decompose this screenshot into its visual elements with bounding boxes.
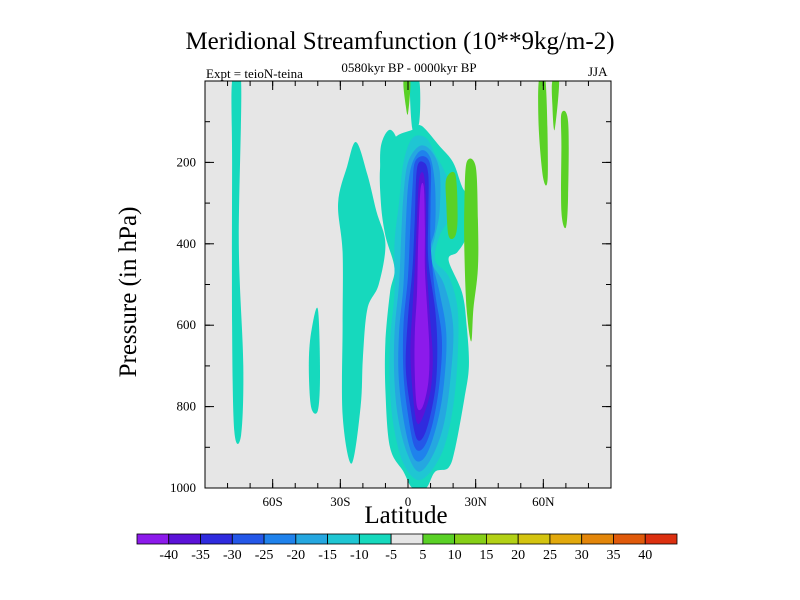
colorbar-label: 25 — [543, 548, 557, 563]
colorbar: -40 -35 -30 -25 -20 -15 -10 -5 5 10 15 20 25 30 35 40 — [136, 533, 678, 563]
x-tick-label: 30N — [464, 494, 487, 509]
contour-region — [409, 81, 421, 133]
x-axis-label: Latitude — [364, 502, 448, 529]
axis-ticks: 60S 30S 0 30N 60N 200 400 600 800 1000 — [170, 81, 611, 509]
colorbar-swatch — [136, 533, 170, 545]
colorbar-label: -35 — [191, 548, 210, 563]
colorbar-label: 30 — [575, 548, 589, 563]
contour-region — [538, 81, 548, 186]
colorbar-swatch — [327, 533, 360, 545]
y-tick-label: 400 — [177, 236, 197, 251]
chart-title: Meridional Streamfunction (10**9kg/m-2) — [185, 28, 615, 55]
colorbar-swatch — [549, 533, 583, 545]
contour-region — [338, 142, 386, 464]
colorbar-label: -25 — [255, 548, 274, 563]
colorbar-label: 5 — [419, 548, 426, 563]
chart-subtitle: 0580kyr BP - 0000kyr BP — [341, 60, 477, 75]
colorbar-label: -20 — [286, 548, 305, 563]
experiment-label: Expt = teioN-teina — [206, 66, 303, 81]
colorbar-label: 10 — [448, 548, 462, 563]
y-tick-label: 800 — [177, 399, 197, 414]
colorbar-swatch — [486, 533, 519, 545]
contour-region — [551, 81, 560, 131]
colorbar-swatch — [581, 533, 614, 545]
colorbar-label: -10 — [350, 548, 369, 563]
contour-region — [308, 307, 320, 414]
colorbar-swatch — [454, 533, 487, 545]
y-tick-label: 200 — [177, 154, 197, 169]
contour-region — [231, 81, 244, 444]
colorbar-swatch — [263, 533, 297, 545]
x-tick-label: 60N — [532, 494, 555, 509]
colorbar-swatch — [422, 533, 456, 545]
colorbar-swatch — [358, 533, 392, 545]
contour-region — [414, 182, 430, 411]
colorbar-swatch — [517, 533, 551, 545]
colorbar-label: -5 — [385, 548, 397, 563]
contour-layer — [231, 81, 569, 488]
contour-region — [403, 81, 411, 115]
x-tick-label: 30S — [330, 494, 350, 509]
y-tick-label: 600 — [177, 317, 197, 332]
contour-region — [445, 171, 458, 240]
season-label: JJA — [588, 64, 608, 79]
colorbar-label: 20 — [511, 548, 525, 563]
colorbar-label: 15 — [479, 548, 493, 563]
colorbar-swatch — [200, 533, 233, 545]
x-tick-label: 0 — [405, 494, 412, 509]
contour-region — [464, 158, 479, 342]
colorbar-swatch — [231, 533, 265, 545]
colorbar-swatch — [295, 533, 328, 545]
y-tick-label: 1000 — [170, 480, 196, 495]
colorbar-label: -15 — [318, 548, 337, 563]
colorbar-label: -30 — [223, 548, 242, 563]
colorbar-label: 40 — [638, 548, 652, 563]
colorbar-label: 35 — [606, 548, 620, 563]
colorbar-label: -40 — [159, 548, 178, 563]
colorbar-swatch — [168, 533, 201, 545]
y-axis-label: Pressure (in hPa) — [115, 206, 142, 378]
colorbar-swatch — [390, 533, 424, 545]
colorbar-swatch — [613, 533, 646, 545]
x-tick-label: 60S — [263, 494, 283, 509]
colorbar-swatch — [644, 533, 678, 545]
contour-region — [560, 110, 569, 229]
